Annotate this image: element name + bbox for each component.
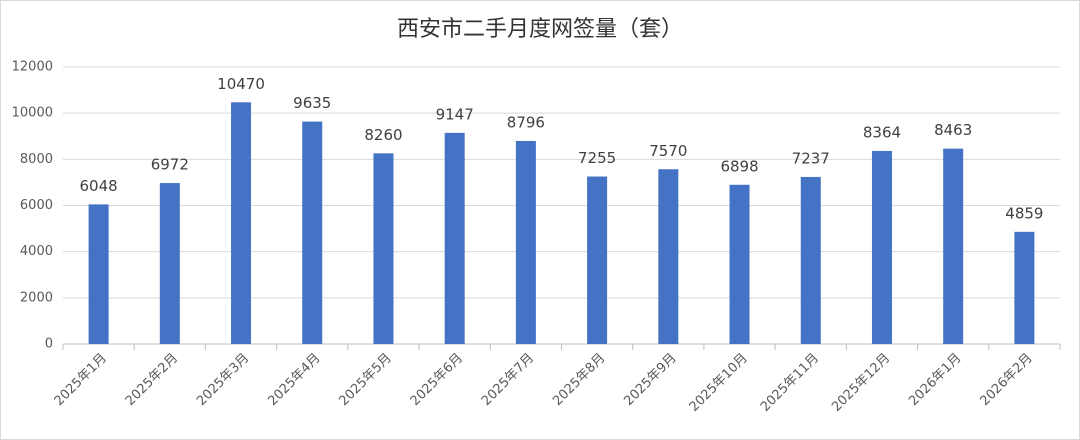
value-label: 6898 [720,157,758,175]
bar [515,140,536,344]
bar [1014,231,1035,344]
bar [88,204,109,344]
bar [658,169,679,344]
bar [302,121,323,344]
bar [729,184,750,344]
value-label: 10470 [217,75,265,93]
value-label: 4859 [1005,204,1043,222]
value-label: 8364 [863,123,901,141]
bar [943,148,964,344]
value-label: 7237 [792,149,830,167]
value-label: 8796 [507,113,545,131]
bar [444,132,465,344]
bar [231,102,252,344]
value-label: 7255 [578,149,616,167]
bar [800,176,821,344]
y-tick-label: 8000 [20,152,53,167]
value-label: 9635 [293,94,331,112]
value-label: 7570 [649,142,687,160]
y-tick-label: 4000 [20,244,53,259]
value-label: 6972 [151,156,189,174]
value-label: 6048 [80,177,118,195]
y-tick-label: 6000 [20,198,53,213]
y-tick-label: 0 [45,337,53,352]
value-label: 8260 [364,126,402,144]
value-label: 9147 [436,105,474,123]
bar [587,176,608,344]
bar [373,153,394,344]
bar [871,150,892,344]
y-tick-label: 2000 [20,290,53,305]
chart-title: 西安市二手月度网签量（套） [397,17,683,42]
y-tick-label: 10000 [12,106,53,121]
y-tick-label: 12000 [12,60,53,75]
bar [159,183,180,344]
value-label: 8463 [934,121,972,139]
